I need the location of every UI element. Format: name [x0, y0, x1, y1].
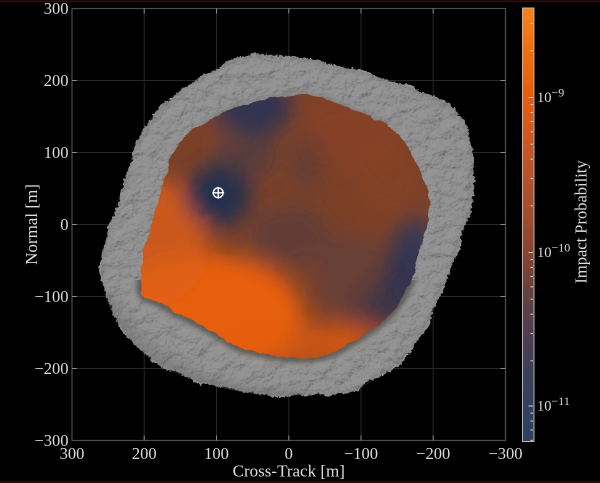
- svg-text:−300: −300: [488, 444, 522, 463]
- svg-text:300: 300: [44, 0, 69, 18]
- svg-text:100: 100: [44, 143, 69, 162]
- svg-text:0: 0: [285, 444, 293, 463]
- svg-text:200: 200: [132, 444, 157, 463]
- svg-text:200: 200: [44, 71, 69, 90]
- svg-text:−200: −200: [34, 359, 68, 378]
- svg-text:300: 300: [60, 444, 85, 463]
- svg-text:100: 100: [204, 444, 229, 463]
- svg-text:−100: −100: [344, 444, 378, 463]
- svg-text:−100: −100: [34, 287, 68, 306]
- svg-text:−200: −200: [416, 444, 450, 463]
- svg-text:Impact Probability: Impact Probability: [572, 160, 591, 284]
- svg-text:0: 0: [60, 215, 68, 234]
- svg-text:Normal [m]: Normal [m]: [22, 184, 41, 265]
- svg-text:−300: −300: [34, 431, 68, 450]
- svg-text:Cross-Track [m]: Cross-Track [m]: [233, 462, 345, 481]
